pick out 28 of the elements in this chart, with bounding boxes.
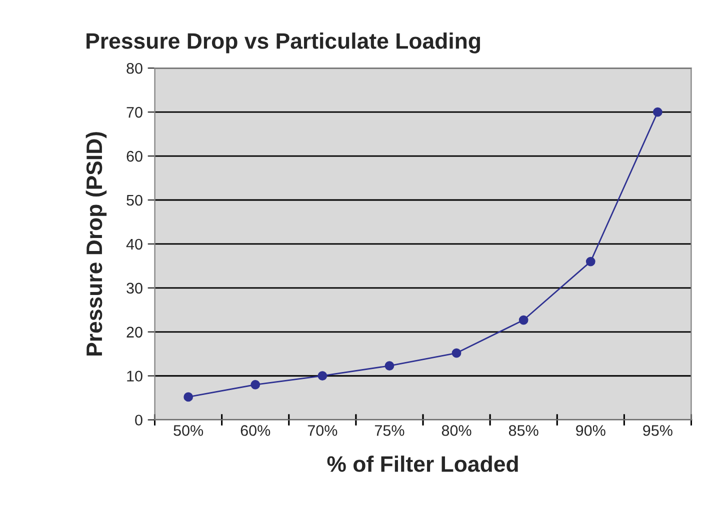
point	[586, 256, 596, 266]
x-tick-label: 75%	[374, 425, 404, 436]
y-tick-label: 70	[126, 106, 142, 118]
chart-title: Pressure Drop vs Particulate Loading	[86, 32, 480, 54]
x-tick-label: 60%	[240, 425, 270, 436]
y-tick-label: 60	[126, 150, 142, 162]
y-tick-label: 50	[126, 194, 142, 206]
y-tick-label: 40	[126, 238, 142, 250]
x-tick-label: 90%	[576, 425, 606, 436]
point	[452, 348, 462, 358]
y-tick-label: 20	[126, 326, 142, 338]
x-tick-label: 95%	[643, 425, 672, 436]
y-tick-label: 80	[126, 62, 142, 74]
point	[184, 392, 194, 402]
x-axis-title: % of Filter Loaded	[327, 456, 518, 472]
y-tick-label: 30	[126, 282, 142, 294]
point	[384, 361, 394, 370]
point	[318, 371, 328, 381]
point	[652, 107, 662, 117]
x-tick-label: 85%	[508, 425, 538, 436]
x-tick-label: 70%	[308, 425, 338, 436]
point	[518, 315, 528, 325]
x-tick-label: 50%	[174, 425, 204, 436]
point	[250, 380, 260, 390]
y-tick-label: 10	[127, 370, 142, 382]
x-tick-label: 80%	[442, 425, 472, 436]
y-tick-label: 0	[135, 414, 142, 426]
y-axis-title: Pressure Drop (PSID)	[86, 132, 107, 356]
